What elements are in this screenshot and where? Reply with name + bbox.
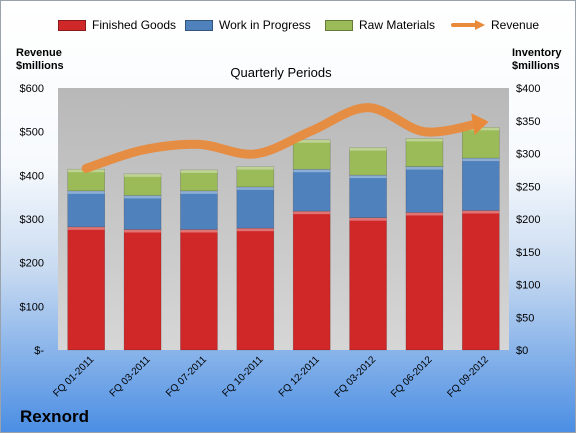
right-axis-tick-label: $0 — [516, 345, 528, 357]
bar-highlight-raw-materials — [293, 139, 331, 143]
x-axis-tick-label: FQ 03-2012 — [333, 354, 379, 400]
right-axis-tick-label: $150 — [516, 247, 540, 259]
left-axis-tick-label: $600 — [20, 83, 44, 95]
x-axis-tick-label: FQ 01-2011 — [51, 354, 96, 399]
bar-highlight-work-in-progress — [405, 166, 443, 170]
right-axis-tick-label: $250 — [516, 181, 540, 193]
bar-highlight-work-in-progress — [180, 190, 218, 194]
left-axis-title-text: Revenue $millions — [16, 47, 64, 72]
legend-swatch-work-in-progress — [185, 19, 213, 31]
bar-group — [67, 127, 500, 351]
x-axis-tick-label: FQ 06-2012 — [389, 354, 435, 400]
revenue-line — [81, 103, 486, 173]
legend-label-revenue: Revenue — [491, 18, 540, 32]
bar-finished-goods — [67, 226, 105, 351]
left-axis-title: Revenue $millions — [16, 47, 64, 73]
x-axis-tick-label: FQ 07-2011 — [164, 354, 209, 399]
bar-finished-goods — [292, 210, 331, 351]
legend-item-work-in-progress: Work in Progress — [185, 15, 311, 35]
bar-work-in-progress — [180, 190, 218, 230]
left-axis-tick-label: $400 — [20, 170, 44, 182]
bar-highlight-raw-materials — [236, 166, 274, 170]
left-axis-ticks: $- $100 $200 $300 $400 $500 $600 — [20, 83, 45, 357]
bar-work-in-progress — [462, 157, 500, 211]
legend-swatch-revenue — [451, 20, 485, 30]
x-axis-ticks: FQ 01-2011 FQ 03-2011 FQ 07-2011 FQ 10-2011… — [51, 354, 491, 400]
right-axis-title: Inventory $millions — [512, 47, 562, 73]
bar-work-in-progress — [292, 168, 331, 212]
bar-highlight-raw-materials — [349, 147, 387, 151]
bar-raw-materials — [292, 139, 331, 170]
bar-raw-materials — [405, 138, 444, 167]
chart-subtitle: Quarterly Periods — [230, 65, 332, 80]
right-axis-tick-label: $350 — [516, 116, 540, 128]
bar-work-in-progress — [67, 190, 105, 228]
bar-highlight-finished-goods — [180, 229, 218, 233]
legend-swatch-raw-materials — [325, 19, 353, 31]
bar-highlight-finished-goods — [462, 210, 500, 214]
bar-highlight-raw-materials — [180, 169, 218, 173]
bar-highlight-work-in-progress — [124, 195, 162, 199]
right-axis-title-text: Inventory $millions — [512, 47, 562, 72]
bar-highlight-work-in-progress — [67, 190, 105, 194]
bar-highlight-work-in-progress — [349, 175, 387, 179]
company-name: Rexnord — [20, 407, 89, 426]
bar-finished-goods — [462, 210, 500, 351]
bar-finished-goods — [180, 229, 218, 351]
legend-swatch-finished-goods — [58, 19, 86, 31]
bar-finished-goods — [236, 227, 275, 351]
bar-highlight-finished-goods — [236, 228, 274, 232]
bar-raw-materials — [236, 166, 275, 188]
left-axis-tick-label: $500 — [20, 127, 44, 139]
bar-raw-materials — [462, 127, 500, 159]
bar-highlight-raw-materials — [124, 173, 162, 177]
x-axis-tick-label: FQ 03-2011 — [108, 354, 153, 399]
right-axis-tick-label: $200 — [516, 214, 540, 226]
left-axis-tick-label: $200 — [20, 258, 44, 270]
right-axis-tick-label: $50 — [516, 312, 534, 324]
right-axis-tick-label: $300 — [516, 149, 540, 161]
bar-finished-goods — [405, 212, 444, 351]
bar-work-in-progress — [405, 166, 444, 213]
legend-item-revenue: Revenue — [451, 15, 539, 35]
right-axis-tick-label: $400 — [516, 83, 540, 95]
bar-work-in-progress — [123, 195, 162, 230]
right-axis-ticks: $0 $50 $100 $150 $200 $250 $300 $350 $400 — [516, 83, 540, 357]
bar-finished-goods — [123, 229, 162, 351]
bar-work-in-progress — [236, 186, 275, 229]
revenue-line-arrowhead — [471, 113, 489, 136]
right-axis-tick-label: $100 — [516, 280, 540, 292]
x-axis-tick-label: FQ 09-2012 — [445, 354, 491, 400]
bar-raw-materials — [349, 147, 387, 176]
left-axis-tick-label: $300 — [20, 214, 44, 226]
x-axis-tick-label: FQ 10-2011 — [220, 354, 265, 399]
legend-item-finished-goods: Finished Goods — [58, 15, 176, 35]
bar-highlight-raw-materials — [405, 138, 443, 142]
legend-label-finished-goods: Finished Goods — [92, 18, 177, 32]
legend-label-work-in-progress: Work in Progress — [219, 18, 311, 32]
bar-finished-goods — [349, 217, 387, 351]
bar-highlight-finished-goods — [67, 226, 105, 230]
bar-highlight-finished-goods — [293, 211, 331, 215]
bar-highlight-finished-goods — [124, 229, 162, 233]
legend-item-raw-materials: Raw Materials — [325, 15, 435, 35]
chart-legend: Finished Goods Work in Progress Raw Mate… — [1, 15, 575, 35]
x-axis-tick-label: FQ 12-2011 — [277, 354, 322, 399]
bar-highlight-finished-goods — [405, 212, 443, 216]
legend-label-raw-materials: Raw Materials — [359, 18, 436, 32]
bar-raw-materials — [123, 173, 162, 196]
bar-highlight-work-in-progress — [293, 169, 331, 173]
revenue-line-group — [81, 103, 489, 173]
bar-work-in-progress — [349, 174, 387, 218]
bar-highlight-work-in-progress — [462, 158, 500, 162]
bar-highlight-work-in-progress — [236, 186, 274, 190]
bar-highlight-finished-goods — [349, 217, 387, 221]
bar-raw-materials — [180, 169, 218, 192]
left-axis-tick-label: $- — [34, 345, 44, 357]
left-axis-tick-label: $100 — [20, 301, 44, 313]
